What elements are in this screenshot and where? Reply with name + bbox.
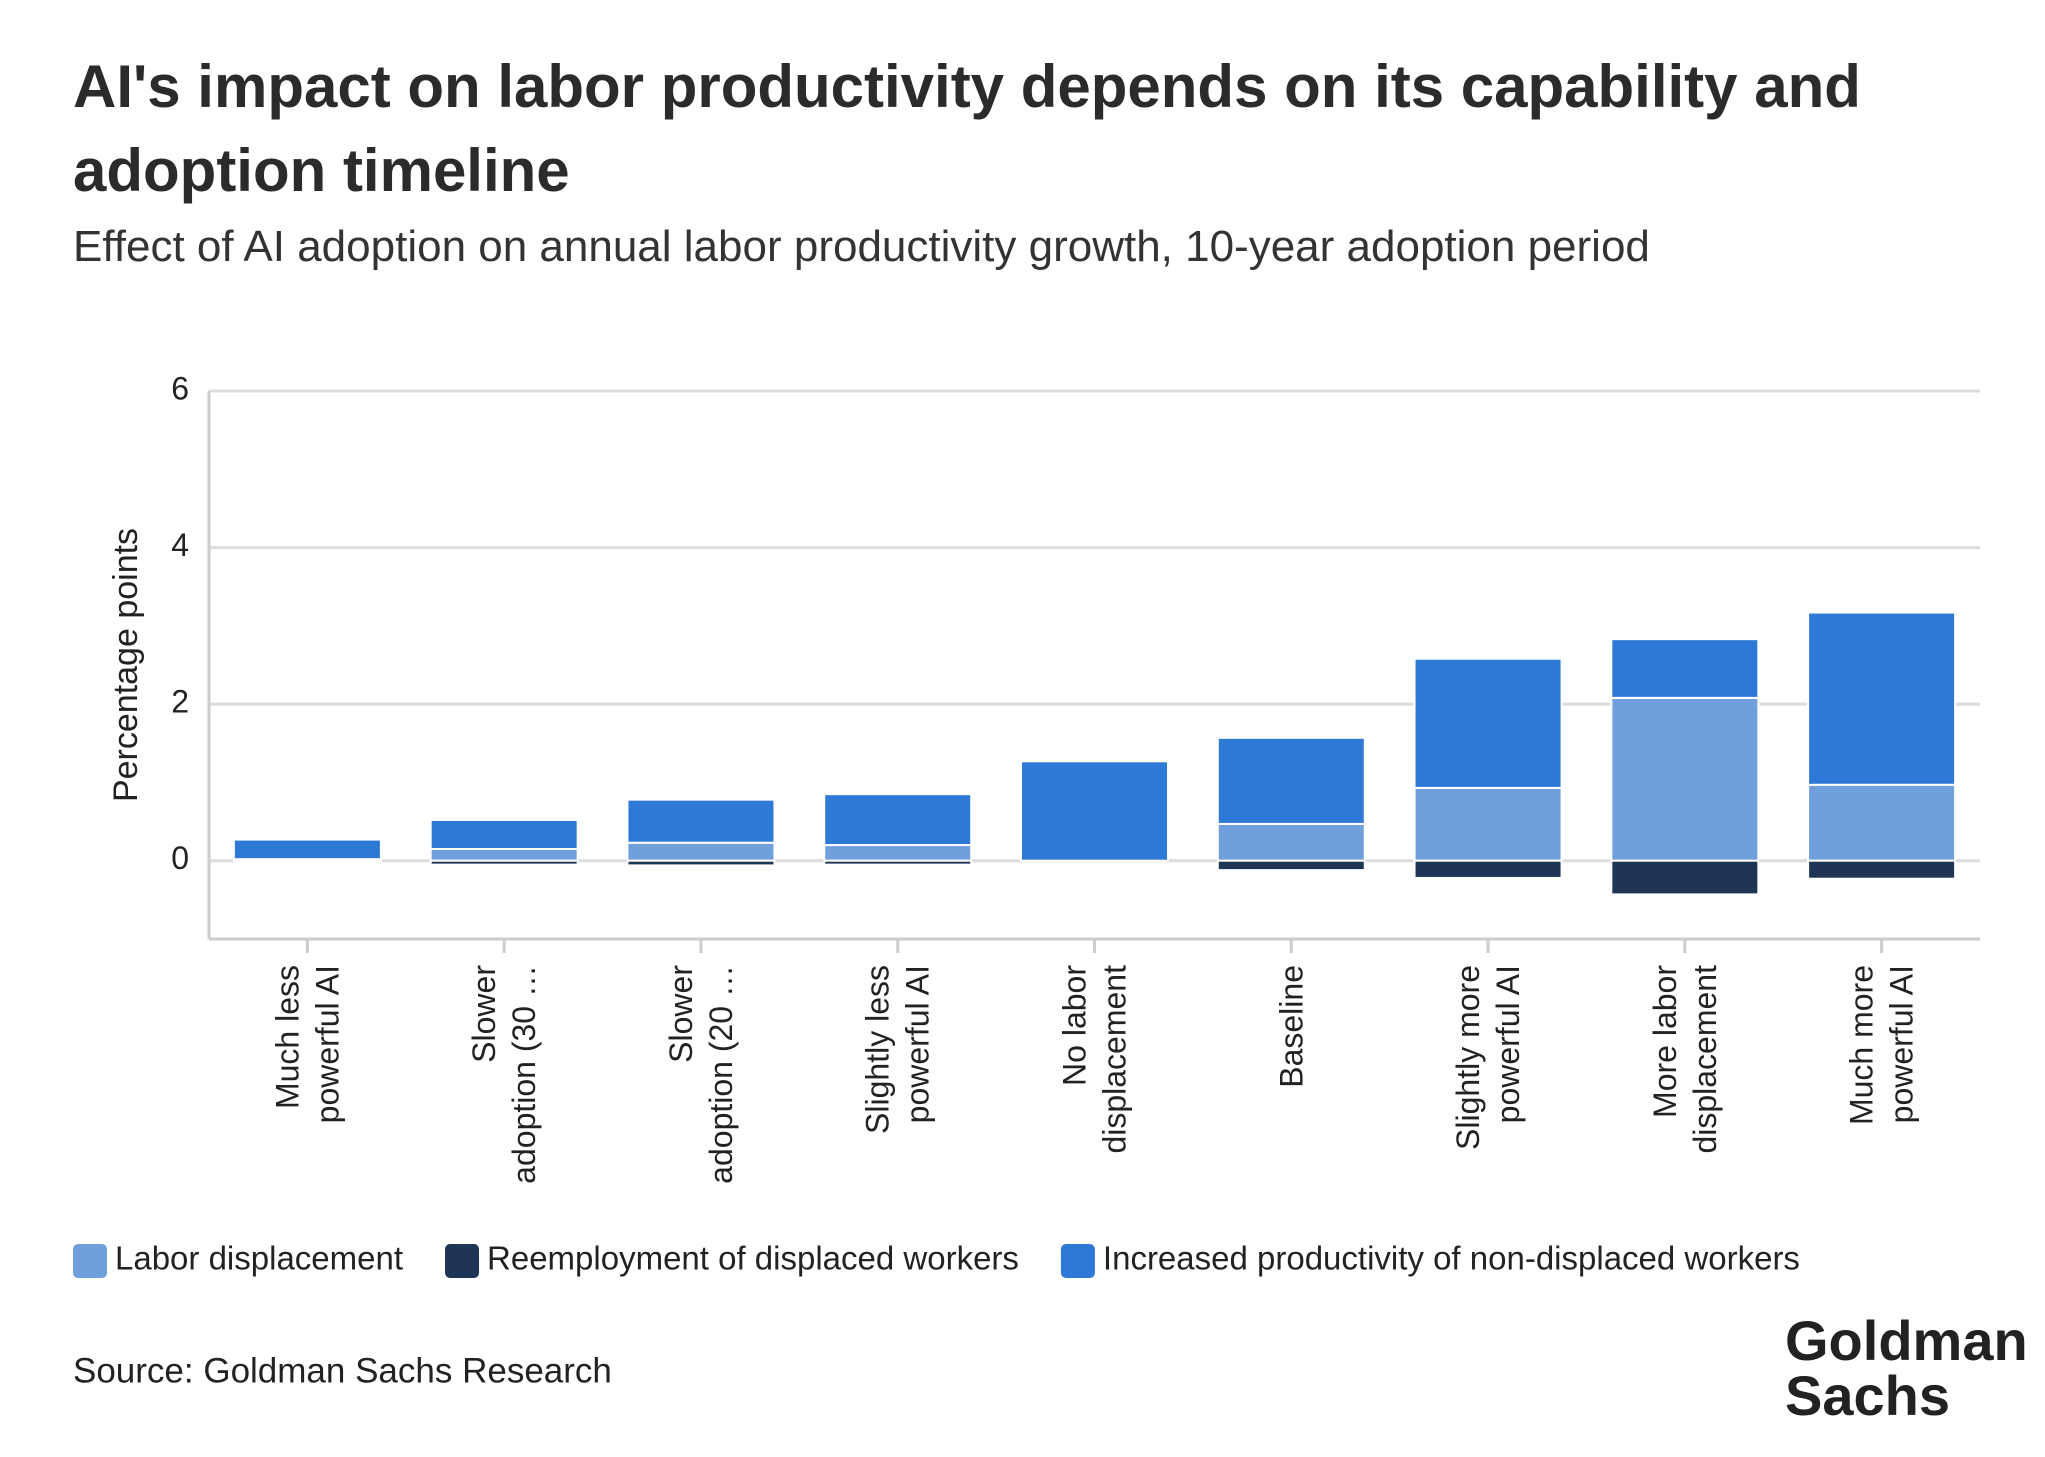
x-tick-label: More labor displacement (1647, 965, 1723, 1154)
bar-segment (626, 859, 776, 867)
bar-segment (823, 859, 973, 866)
bar-segment (1413, 786, 1563, 862)
bar-segment (823, 844, 973, 862)
bar-segment (1807, 859, 1957, 880)
bar-segment (1020, 760, 1169, 862)
x-tick-label: Baseline (1273, 965, 1309, 1088)
legend-swatch (445, 1244, 480, 1278)
source: Source: Goldman Sachs Research (73, 1351, 612, 1390)
x-tick-label: Slower adoption (30 … (466, 965, 542, 1184)
bar-segment (1610, 859, 1760, 896)
bar-segment (232, 859, 382, 863)
x-tick-label: Much less powerful AI (269, 965, 345, 1123)
bar-segment (1413, 859, 1563, 879)
bar-segment (1610, 696, 1760, 862)
bar-segment (1807, 783, 1957, 862)
chart-subtitle: Effect of AI adoption on annual labor pr… (73, 222, 1650, 271)
bar-segment (626, 798, 776, 844)
x-tick-label: Slower adoption (20 … (663, 965, 739, 1184)
legend-label: Increased productivity of non-displaced … (1103, 1240, 1800, 1277)
y-tick-label: 2 (171, 684, 189, 720)
y-axis-label: Percentage points (107, 528, 145, 802)
x-tick-label: Slightly more powerful AI (1450, 965, 1526, 1150)
chart-title: AI's impact on labor productivity depend… (73, 53, 1861, 204)
bar-segment (429, 819, 579, 850)
bar-segment (1216, 822, 1366, 862)
bar-segment (1216, 736, 1366, 825)
x-tick-label: Slightly less powerful AI (860, 965, 936, 1134)
y-tick-label: 0 (171, 840, 189, 876)
bar-segment (1413, 657, 1563, 789)
bar-segment (823, 793, 973, 847)
legend-label: Reemployment of displaced workers (487, 1240, 1019, 1277)
bar-segment (1807, 611, 1957, 786)
bar-segment (626, 841, 776, 862)
bar-segment (429, 847, 579, 862)
bar-segment (1610, 638, 1760, 699)
bar-segment (1216, 859, 1366, 872)
y-tick-label: 6 (171, 370, 189, 406)
logo: Goldman Sachs (1785, 1309, 2028, 1427)
y-tick-label: 4 (171, 527, 189, 563)
legend-label: Labor displacement (115, 1240, 403, 1277)
x-tick-label: Much more powerful AI (1844, 965, 1920, 1125)
x-tick-label: No labor displacement (1057, 965, 1133, 1154)
legend-swatch (73, 1244, 107, 1278)
bar-segment (429, 859, 579, 866)
legend-swatch (1060, 1244, 1095, 1278)
bar-segment (232, 838, 382, 861)
